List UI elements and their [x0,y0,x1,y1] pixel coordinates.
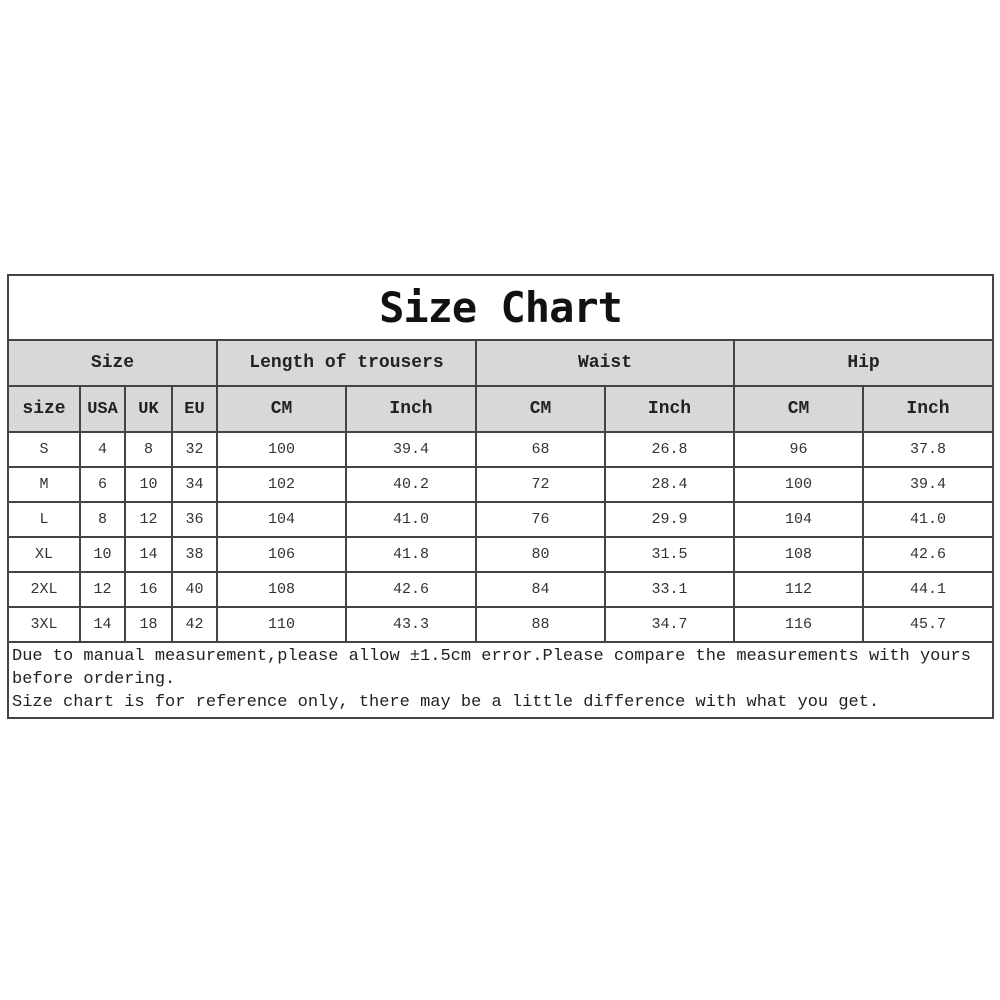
table-cell: 18 [124,606,173,643]
table-row: M 6 10 34 102 40.2 72 28.4 100 39.4 [7,466,995,503]
column-header: CM [216,385,347,433]
table-cell: 108 [733,536,864,573]
size-chart-table: Size Chart Size Length of trousers Waist… [6,274,995,719]
table-cell: 38 [171,536,218,573]
table-row: XL 10 14 38 106 41.8 80 31.5 108 42.6 [7,536,995,573]
table-cell: 110 [216,606,347,643]
table-row: S 4 8 32 100 39.4 68 26.8 96 37.8 [7,431,995,468]
group-header-hip: Hip [732,339,995,387]
table-cell: 28.4 [604,466,735,503]
table-cell: 41.0 [861,501,995,538]
column-header: Inch [604,385,735,433]
note-line: before ordering. [12,670,176,689]
table-cell: 14 [79,606,126,643]
column-header: UK [124,385,173,433]
table-cell: 100 [733,466,864,503]
table-cell: M [7,466,81,503]
table-cell: 34.7 [604,606,735,643]
table-cell: XL [7,536,81,573]
table-cell: 108 [216,571,347,608]
table-cell: 41.8 [345,536,477,573]
column-header: Inch [345,385,477,433]
table-row: 2XL 12 16 40 108 42.6 84 33.1 112 44.1 [7,571,995,608]
table-row: 3XL 14 18 42 110 43.3 88 34.7 116 45.7 [7,606,995,643]
table-cell: 45.7 [861,606,995,643]
column-header: USA [79,385,126,433]
table-cell: 26.8 [604,431,735,468]
table-cell: 12 [124,501,173,538]
note-line: Due to manual measurement,please allow ±… [12,647,971,666]
table-cell: 10 [79,536,126,573]
table-cell: 33.1 [604,571,735,608]
table-cell: 44.1 [861,571,995,608]
table-cell: 32 [171,431,218,468]
table-cell: 43.3 [345,606,477,643]
column-header: size [7,385,81,433]
chart-title: Size Chart [6,274,995,341]
table-cell: 102 [216,466,347,503]
table-cell: 31.5 [604,536,735,573]
table-cell: 104 [733,501,864,538]
table-cell: 8 [124,431,173,468]
table-cell: 116 [733,606,864,643]
table-cell: 3XL [7,606,81,643]
column-header: Inch [861,385,995,433]
table-cell: 29.9 [604,501,735,538]
table-cell: S [7,431,81,468]
table-cell: 2XL [7,571,81,608]
table-cell: 40 [171,571,218,608]
table-cell: 4 [79,431,126,468]
group-header-length: Length of trousers [216,339,477,387]
table-cell: 10 [124,466,173,503]
table-cell: 8 [79,501,126,538]
table-cell: 36 [171,501,218,538]
table-cell: 104 [216,501,347,538]
table-cell: 96 [733,431,864,468]
table-cell: 80 [475,536,606,573]
note-line: Size chart is for reference only, there … [12,693,880,712]
group-header-waist: Waist [475,339,735,387]
table-cell: 42.6 [861,536,995,573]
table-cell: 37.8 [861,431,995,468]
table-cell: 106 [216,536,347,573]
table-cell: 39.4 [345,431,477,468]
table-cell: 88 [475,606,606,643]
table-cell: 14 [124,536,173,573]
column-header: CM [475,385,606,433]
column-header: EU [171,385,218,433]
table-cell: 42.6 [345,571,477,608]
table-cell: 42 [171,606,218,643]
table-cell: 39.4 [861,466,995,503]
table-cell: 100 [216,431,347,468]
table-cell: 76 [475,501,606,538]
table-cell: 112 [733,571,864,608]
table-cell: 12 [79,571,126,608]
table-cell: 6 [79,466,126,503]
table-cell: 40.2 [345,466,477,503]
notes: Due to manual measurement,please allow ±… [6,641,995,719]
table-cell: 72 [475,466,606,503]
table-cell: 84 [475,571,606,608]
table-cell: 68 [475,431,606,468]
column-header: CM [733,385,864,433]
table-cell: 16 [124,571,173,608]
table-cell: 41.0 [345,501,477,538]
group-header-size: Size [7,339,218,387]
table-cell: L [7,501,81,538]
table-row: L 8 12 36 104 41.0 76 29.9 104 41.0 [7,501,995,538]
table-cell: 34 [171,466,218,503]
